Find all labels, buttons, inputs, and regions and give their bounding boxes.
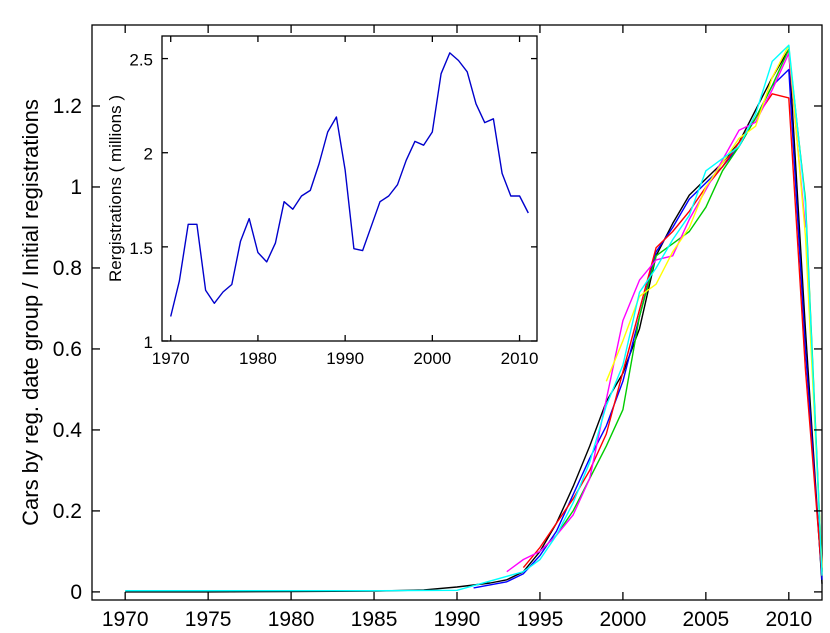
inset-series-registrations-line bbox=[170, 52, 529, 317]
inset-y-tick-label: 2.5 bbox=[129, 51, 153, 70]
main-x-tick-label: 2000 bbox=[600, 608, 647, 631]
main-plot: 1970 1975 1980 1985 1990 1995 2000 2005 2010 0 0.2… bbox=[18, 24, 823, 631]
inset-y-tick-label: 2 bbox=[144, 145, 153, 164]
main-y-tick-label: 1.2 bbox=[53, 95, 82, 118]
inset-x-tick-label: 1990 bbox=[326, 349, 364, 368]
main-series-red-line bbox=[522, 93, 823, 576]
main-y-tick-label: 0.4 bbox=[53, 419, 83, 442]
main-series-cyan-line bbox=[125, 44, 823, 592]
main-x-tick-label: 1980 bbox=[268, 608, 315, 631]
main-y-tick-label: 0 bbox=[70, 581, 82, 604]
main-y-tick-label: 0.2 bbox=[53, 500, 82, 523]
main-x-tick-label: 1975 bbox=[185, 608, 232, 631]
main-x-tick-label: 1970 bbox=[102, 608, 149, 631]
inset-plot: 1970 1980 1990 2000 2010 1 1.5 2 2.5 Rergistratio… bbox=[106, 35, 539, 368]
inset-y-tick-label: 1 bbox=[144, 333, 153, 352]
main-y-tick-label: 1 bbox=[70, 176, 82, 199]
inset-y-tick-label: 1.5 bbox=[129, 239, 153, 258]
main-y-tick-label: 0.6 bbox=[53, 338, 82, 361]
main-x-tick-label: 1990 bbox=[434, 608, 481, 631]
main-x-tick-label: 1985 bbox=[351, 608, 398, 631]
main-x-tick-label: 2005 bbox=[683, 608, 730, 631]
main-y-axis-label: Cars by reg. date group / Initial regist… bbox=[18, 99, 43, 526]
inset-axes-frame bbox=[161, 35, 538, 342]
main-series-yellow-line bbox=[605, 44, 823, 568]
inset-x-tick-label: 2010 bbox=[501, 349, 539, 368]
inset-x-tick-label: 1980 bbox=[239, 349, 277, 368]
main-y-tick-label: 0.8 bbox=[53, 257, 82, 280]
inset-x-tick-label: 1970 bbox=[152, 349, 190, 368]
main-x-tick-label: 2010 bbox=[765, 608, 812, 631]
inset-y-axis-label: Rergistrations ( millions ) bbox=[106, 95, 125, 282]
main-x-tick-label: 1995 bbox=[517, 608, 564, 631]
main-series-magenta-line bbox=[506, 52, 807, 573]
inset-x-tick-label: 2000 bbox=[413, 349, 451, 368]
